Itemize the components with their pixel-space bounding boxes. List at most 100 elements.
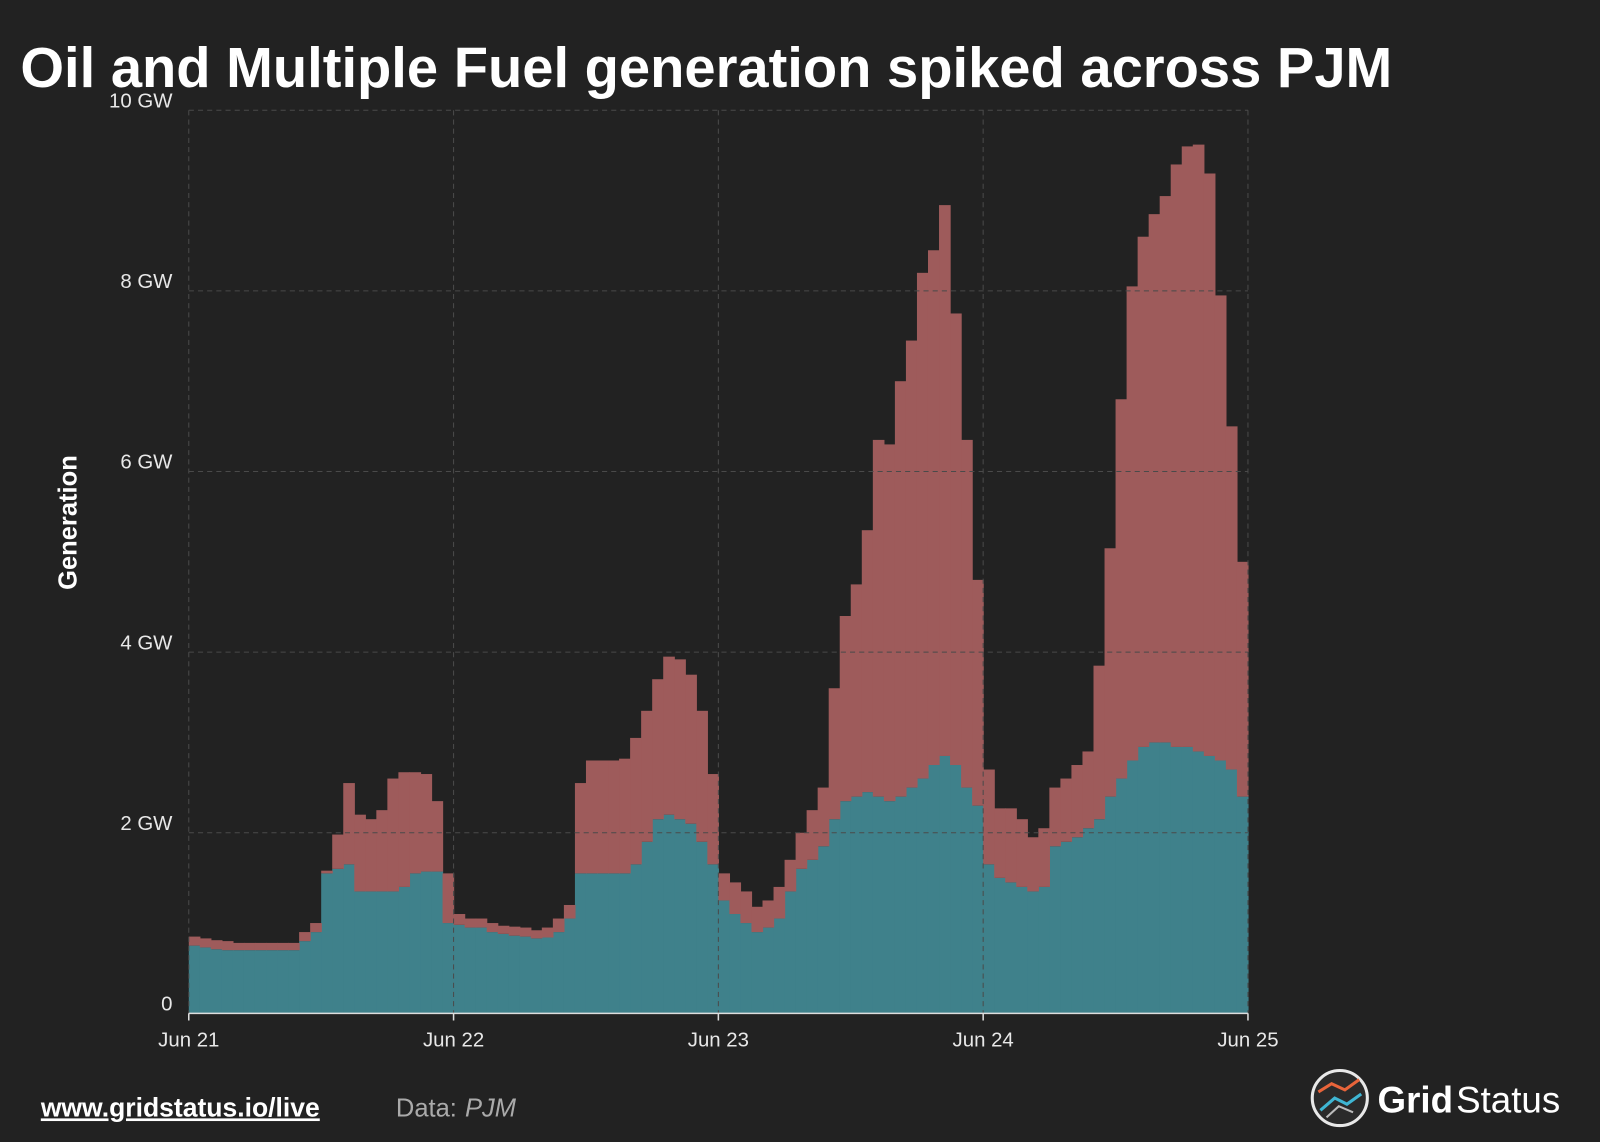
area-step: [1126, 286, 1139, 761]
area-step: [950, 313, 962, 766]
area-step: [630, 864, 642, 1014]
area-step: [254, 942, 267, 951]
area-step: [1027, 891, 1039, 1014]
area-step: [365, 891, 377, 1014]
area-step: [972, 805, 984, 1014]
area-step: [266, 942, 278, 951]
y-tick-label: 2 GW: [120, 813, 173, 835]
area-step: [1192, 144, 1205, 752]
chart-title: Oil and Multiple Fuel generation spiked …: [20, 36, 1392, 99]
area-step: [1159, 742, 1172, 1014]
area-step: [674, 659, 686, 820]
area-step: [1225, 426, 1238, 770]
area-step: [563, 904, 576, 919]
x-tick-label: Jun 21: [158, 1029, 219, 1051]
brand-logo: [1310, 1068, 1369, 1128]
area-step: [188, 936, 201, 946]
area-step: [608, 873, 620, 1014]
area-step: [652, 679, 664, 820]
area-step: [1159, 196, 1172, 743]
area-step: [508, 935, 521, 1014]
area-step: [762, 900, 775, 928]
area-step: [442, 923, 455, 1014]
area-step: [530, 930, 543, 939]
area-step: [409, 873, 422, 1014]
area-step: [674, 819, 686, 1014]
area-step: [1005, 808, 1017, 883]
area-step: [1115, 778, 1128, 1014]
area-step: [1093, 819, 1106, 1014]
area-step: [574, 783, 587, 874]
area-step: [475, 918, 488, 928]
area-step: [927, 765, 940, 1014]
area-step: [663, 656, 675, 815]
area-step: [299, 932, 311, 942]
area-step: [486, 932, 499, 1014]
logo-line: [1317, 1078, 1361, 1094]
x-tick-label: Jun 23: [688, 1029, 749, 1051]
area-step: [707, 774, 719, 865]
area-step: [718, 900, 731, 1014]
area-step: [939, 205, 951, 756]
area-step: [883, 801, 896, 1014]
area-step: [210, 949, 223, 1014]
area-step: [376, 891, 388, 1014]
area-step: [861, 792, 874, 1014]
x-tick-label: Jun 25: [1217, 1029, 1278, 1051]
area-step: [585, 760, 598, 874]
area-step: [1214, 760, 1227, 1014]
logo-line: [1319, 1092, 1363, 1112]
source-label: Data:: [396, 1094, 457, 1122]
area-step: [883, 444, 896, 802]
area-step: [321, 873, 333, 1014]
area-step: [1126, 760, 1139, 1014]
area-step: [431, 871, 444, 1014]
area-step: [1214, 295, 1227, 761]
area-step: [1203, 755, 1216, 1014]
area-step: [210, 940, 223, 950]
area-step: [994, 877, 1006, 1014]
area-step: [916, 778, 929, 1014]
y-tick-label: 10 GW: [109, 91, 173, 113]
area-step: [905, 787, 918, 1014]
area-step: [685, 823, 697, 1014]
area-step: [464, 927, 477, 1014]
area-step: [321, 870, 333, 874]
area-step: [585, 873, 598, 1014]
area-step: [310, 932, 322, 1014]
area-step: [1192, 751, 1205, 1014]
area-step: [773, 918, 786, 1014]
area-step: [266, 950, 278, 1014]
area-step: [1038, 828, 1050, 887]
area-step: [619, 758, 631, 874]
area-step: [541, 937, 554, 1014]
area-step: [751, 906, 764, 933]
area-step: [1093, 665, 1106, 820]
area-step: [861, 530, 874, 793]
area-step: [608, 760, 620, 874]
area-step: [630, 737, 642, 865]
area-step: [552, 918, 565, 933]
area-step: [597, 760, 609, 874]
area-step: [751, 932, 764, 1014]
area-step: [243, 942, 256, 951]
y-tick-label: 6 GW: [120, 452, 173, 474]
area-step: [696, 841, 708, 1014]
area-step: [343, 783, 355, 865]
area-step: [641, 710, 653, 842]
area-step: [641, 841, 653, 1014]
area-step: [232, 950, 245, 1014]
area-step: [1060, 778, 1073, 842]
area-step: [597, 873, 609, 1014]
area-step: [254, 950, 267, 1014]
footer-link[interactable]: www.gridstatus.io/live: [40, 1092, 320, 1122]
area-step: [387, 778, 400, 892]
area-step: [828, 688, 841, 820]
area-step: [905, 340, 918, 788]
area-step: [519, 936, 532, 1014]
area-step: [299, 941, 311, 1014]
area-step: [652, 819, 664, 1014]
area-step: [806, 859, 819, 1014]
area-step: [773, 886, 786, 919]
